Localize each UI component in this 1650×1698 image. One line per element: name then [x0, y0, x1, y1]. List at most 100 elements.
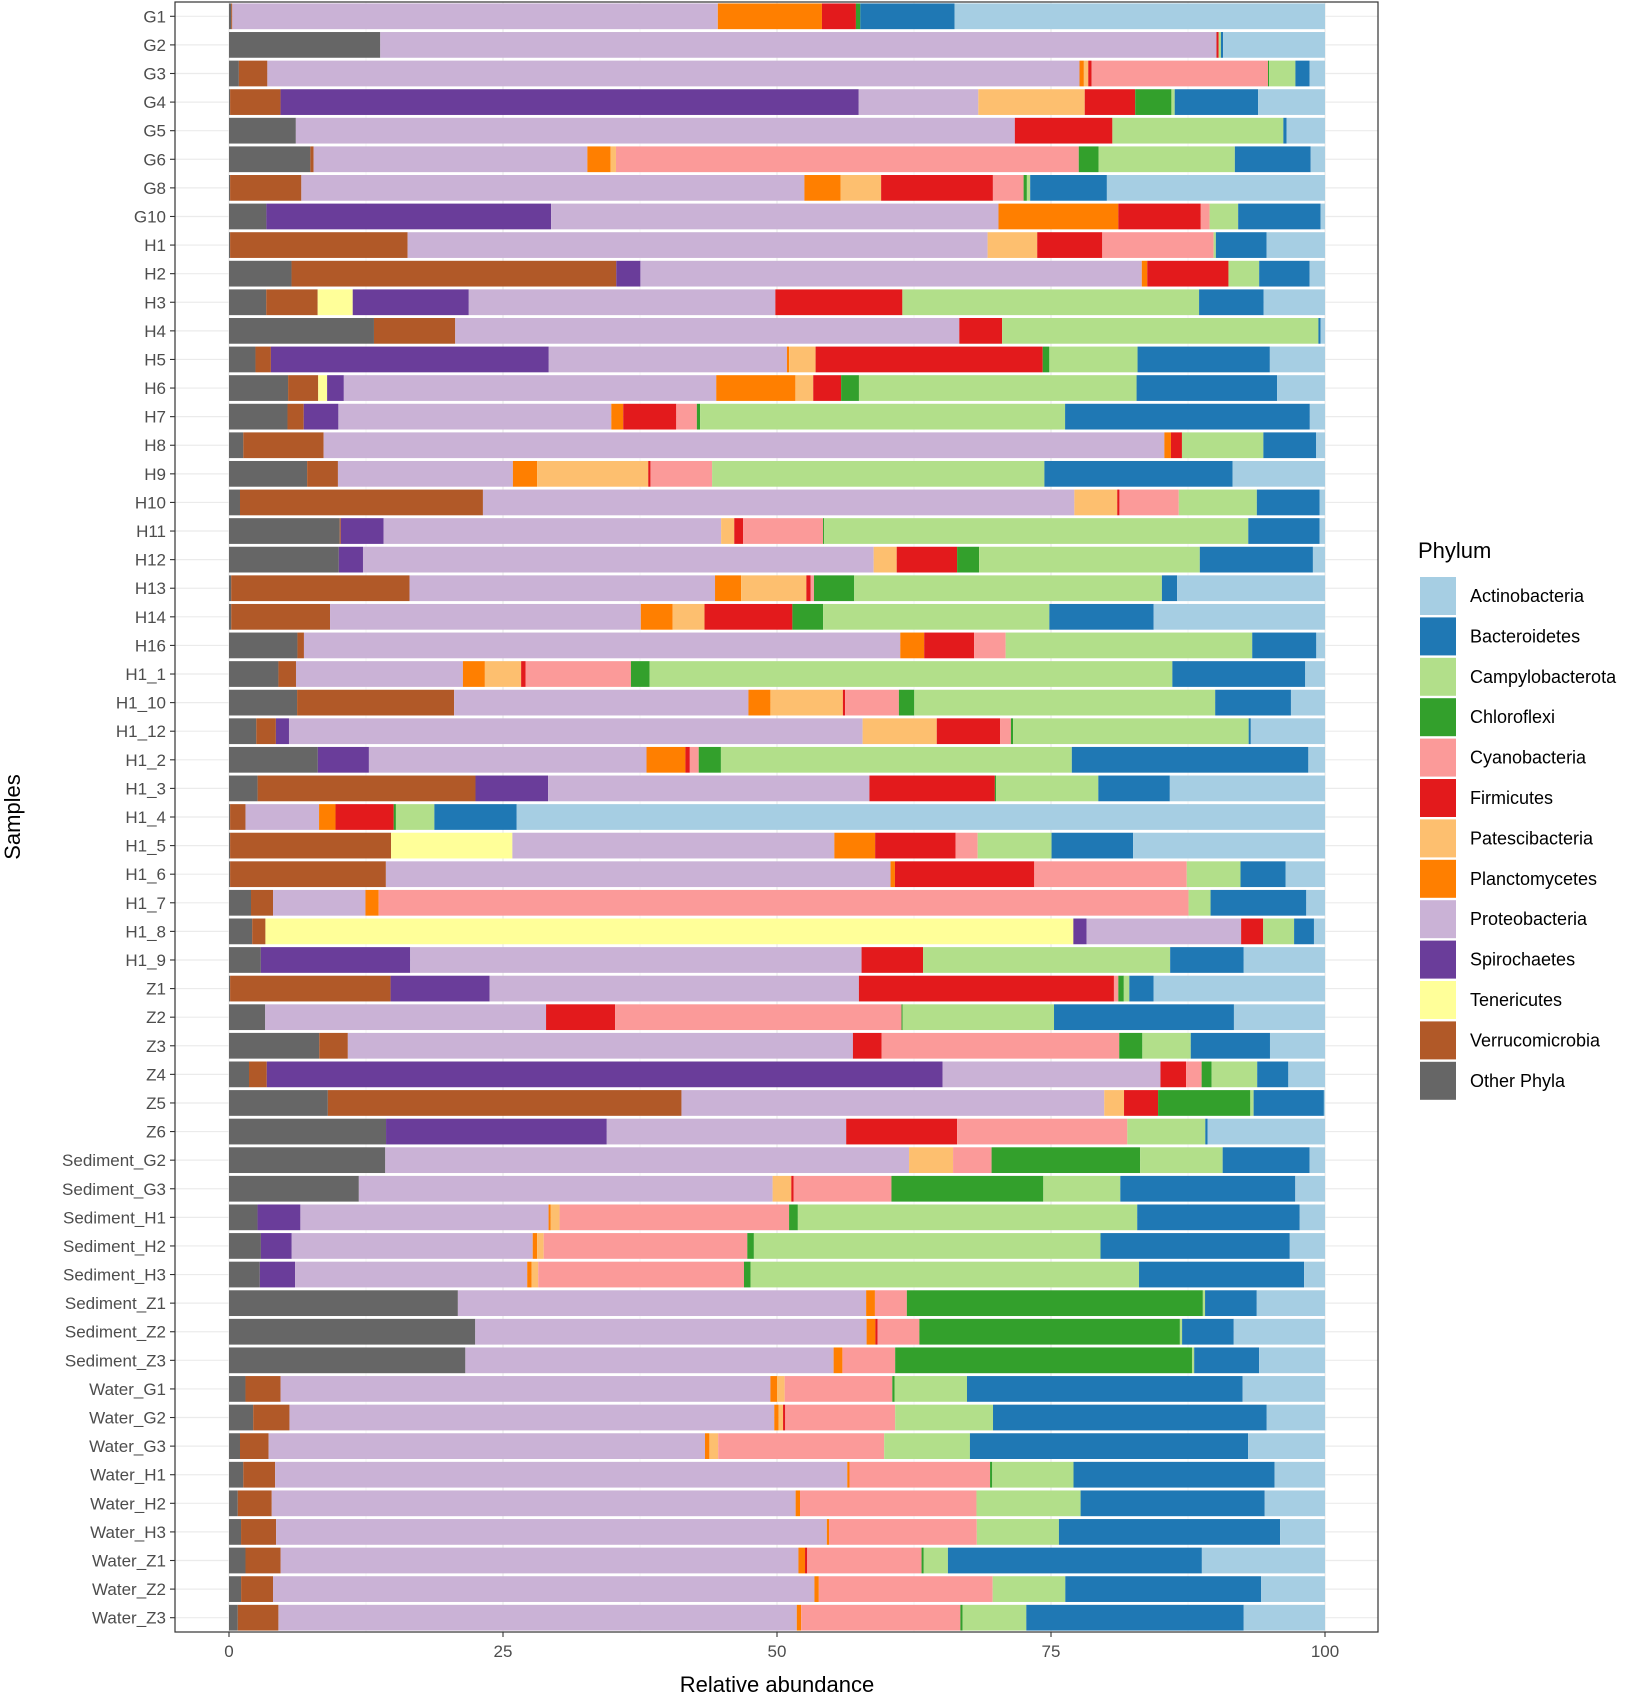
bar-segment-actinobacteria [1295, 1175, 1325, 1202]
bar-segment-chloroflexi [957, 546, 980, 573]
y-tick-label: H12 [135, 551, 166, 570]
bar-segment-bacteroidetes [1100, 1233, 1290, 1259]
bar-segment-firmicutes [648, 460, 651, 487]
bar-segment-firmicutes [1088, 60, 1092, 87]
bar-segment-campylobacterota [1263, 918, 1295, 945]
bar-segment-cyanobacteria [525, 661, 631, 687]
bar-segment-firmicutes [685, 746, 690, 773]
bar-segment-other-phyla [229, 804, 231, 830]
bar-segment-verrucomicrobia [373, 317, 456, 344]
bar-segment-verrucomicrobia [327, 1090, 682, 1116]
bar-segment-cyanobacteria [1034, 861, 1187, 888]
y-tick-label: H11 [136, 522, 166, 541]
bar-segment-chloroflexi [960, 1604, 963, 1631]
bar-segment-actinobacteria [1286, 117, 1325, 144]
bar-segment-firmicutes [704, 603, 793, 630]
bar-segment-spirochaetes [266, 203, 552, 230]
bar-segment-actinobacteria [1277, 375, 1325, 401]
bar-segment-chloroflexi [393, 804, 396, 830]
legend-label: Patescibacteria [1470, 828, 1594, 848]
bar-segment-cyanobacteria [842, 1347, 896, 1374]
bar-segment-firmicutes [1037, 232, 1103, 258]
bar-segment-planctomycetes [527, 1261, 532, 1288]
bar-segment-firmicutes [791, 1175, 794, 1202]
bar-segment-spirochaetes [390, 975, 490, 1002]
bar-segment-cyanobacteria [559, 1204, 790, 1231]
bar-segment-planctomycetes [716, 375, 796, 401]
bar-segment-planctomycetes [319, 804, 336, 830]
bar-segment-proteobacteria [267, 60, 1080, 87]
bar-segment-spirochaetes [259, 1261, 296, 1288]
y-tick-label: Water_H2 [90, 1494, 166, 1513]
bar-segment-bacteroidetes [1234, 146, 1311, 173]
y-axis-title: Samples [0, 774, 25, 860]
bar-segment-proteobacteria [280, 1376, 771, 1402]
bar-segment-patescibacteria [610, 146, 616, 173]
bar-segment-actinobacteria [1106, 175, 1325, 201]
bar-segment-actinobacteria [1232, 460, 1325, 487]
bar-segment-actinobacteria [1261, 1576, 1325, 1602]
bar-segment-proteobacteria [942, 1061, 1161, 1088]
bar-segment-verrucomicrobia [243, 432, 324, 459]
bar-segment-actinobacteria [1269, 346, 1325, 373]
bar-segment-other-phyla [229, 1204, 258, 1231]
bar-segment-spirochaetes [280, 89, 859, 115]
bar-segment-proteobacteria [275, 1461, 848, 1488]
bar-segment-actinobacteria [1153, 975, 1325, 1002]
bar-segment-actinobacteria [1319, 489, 1325, 516]
bar-segment-patescibacteria [909, 1147, 954, 1174]
bar-segment-bacteroidetes [1318, 317, 1321, 344]
bar-segment-firmicutes [875, 832, 956, 859]
bar-segment-cyanobacteria [1200, 203, 1210, 230]
bar-segment-patescibacteria [873, 546, 897, 573]
bar-segment-campylobacterota [1211, 1061, 1258, 1088]
bar-segment-proteobacteria [289, 1404, 775, 1431]
bar-segment-patescibacteria [987, 232, 1038, 258]
bar-segment-other-phyla [229, 632, 298, 659]
bar-segment-verrucomicrobia [230, 861, 386, 888]
bar-segment-verrucomicrobia [266, 289, 318, 316]
x-axis-ticks: 0 25 50 75 100 [224, 1632, 1339, 1661]
y-tick-label: Sediment_G2 [62, 1151, 166, 1170]
bar-segment-other-phyla [229, 1090, 328, 1116]
bar-segment-other-phyla [229, 575, 232, 602]
bar-segment-cyanobacteria [650, 460, 713, 487]
bar-segment-bacteroidetes [1238, 203, 1321, 230]
bar-segment-bacteroidetes [1065, 403, 1310, 430]
bar-segment-patescibacteria [862, 718, 937, 745]
bar-segment-planctomycetes [646, 746, 686, 773]
bar-segment-other-phyla [229, 718, 257, 745]
bar-segment-chloroflexi [1119, 1032, 1143, 1059]
y-tick-label: Z5 [146, 1094, 166, 1113]
bar-segment-bacteroidetes [1256, 489, 1320, 516]
bar-segment-planctomycetes [548, 1204, 551, 1231]
legend: Phylum Actinobacteria Bacteroidetes Campyl… [1418, 538, 1617, 1100]
bar-segment-actinobacteria [1299, 1204, 1325, 1231]
y-tick-label: H9 [144, 465, 166, 484]
bar-segment-chloroflexi [698, 746, 721, 773]
x-tick-label: 100 [1311, 1642, 1339, 1661]
bar-segment-cyanobacteria [689, 746, 699, 773]
bar-segment-verrucomicrobia [230, 175, 302, 201]
bar-segment-bacteroidetes [1253, 1090, 1324, 1116]
bar-segment-proteobacteria [475, 1318, 867, 1345]
bar-segment-verrucomicrobia [291, 260, 617, 287]
x-tick-label: 75 [1042, 1642, 1061, 1661]
bar-segment-campylobacterota [797, 1204, 1138, 1231]
bar-segment-chloroflexi [1135, 89, 1172, 115]
bar-segment-actinobacteria [1313, 918, 1325, 945]
y-tick-label: H3 [144, 293, 166, 312]
bar-segment-bacteroidetes [1199, 289, 1264, 316]
y-tick-label: Sediment_H2 [63, 1237, 166, 1256]
bar-segment-actinobacteria [1309, 60, 1325, 87]
bar-segment-campylobacterota [1049, 346, 1138, 373]
bar-segment-firmicutes [861, 947, 924, 973]
bar-segment-other-phyla [229, 1547, 246, 1574]
bar-segment-campylobacterota [1228, 260, 1260, 287]
bar-segment-other-phyla [229, 232, 231, 258]
bar-segment-other-phyla [229, 203, 267, 230]
bar-segment-bacteroidetes [1170, 947, 1244, 973]
bar-segment-chloroflexi [1118, 975, 1124, 1002]
bar-segment-bacteroidetes [1205, 1290, 1257, 1317]
bar-segment-campylobacterota [1209, 203, 1239, 230]
